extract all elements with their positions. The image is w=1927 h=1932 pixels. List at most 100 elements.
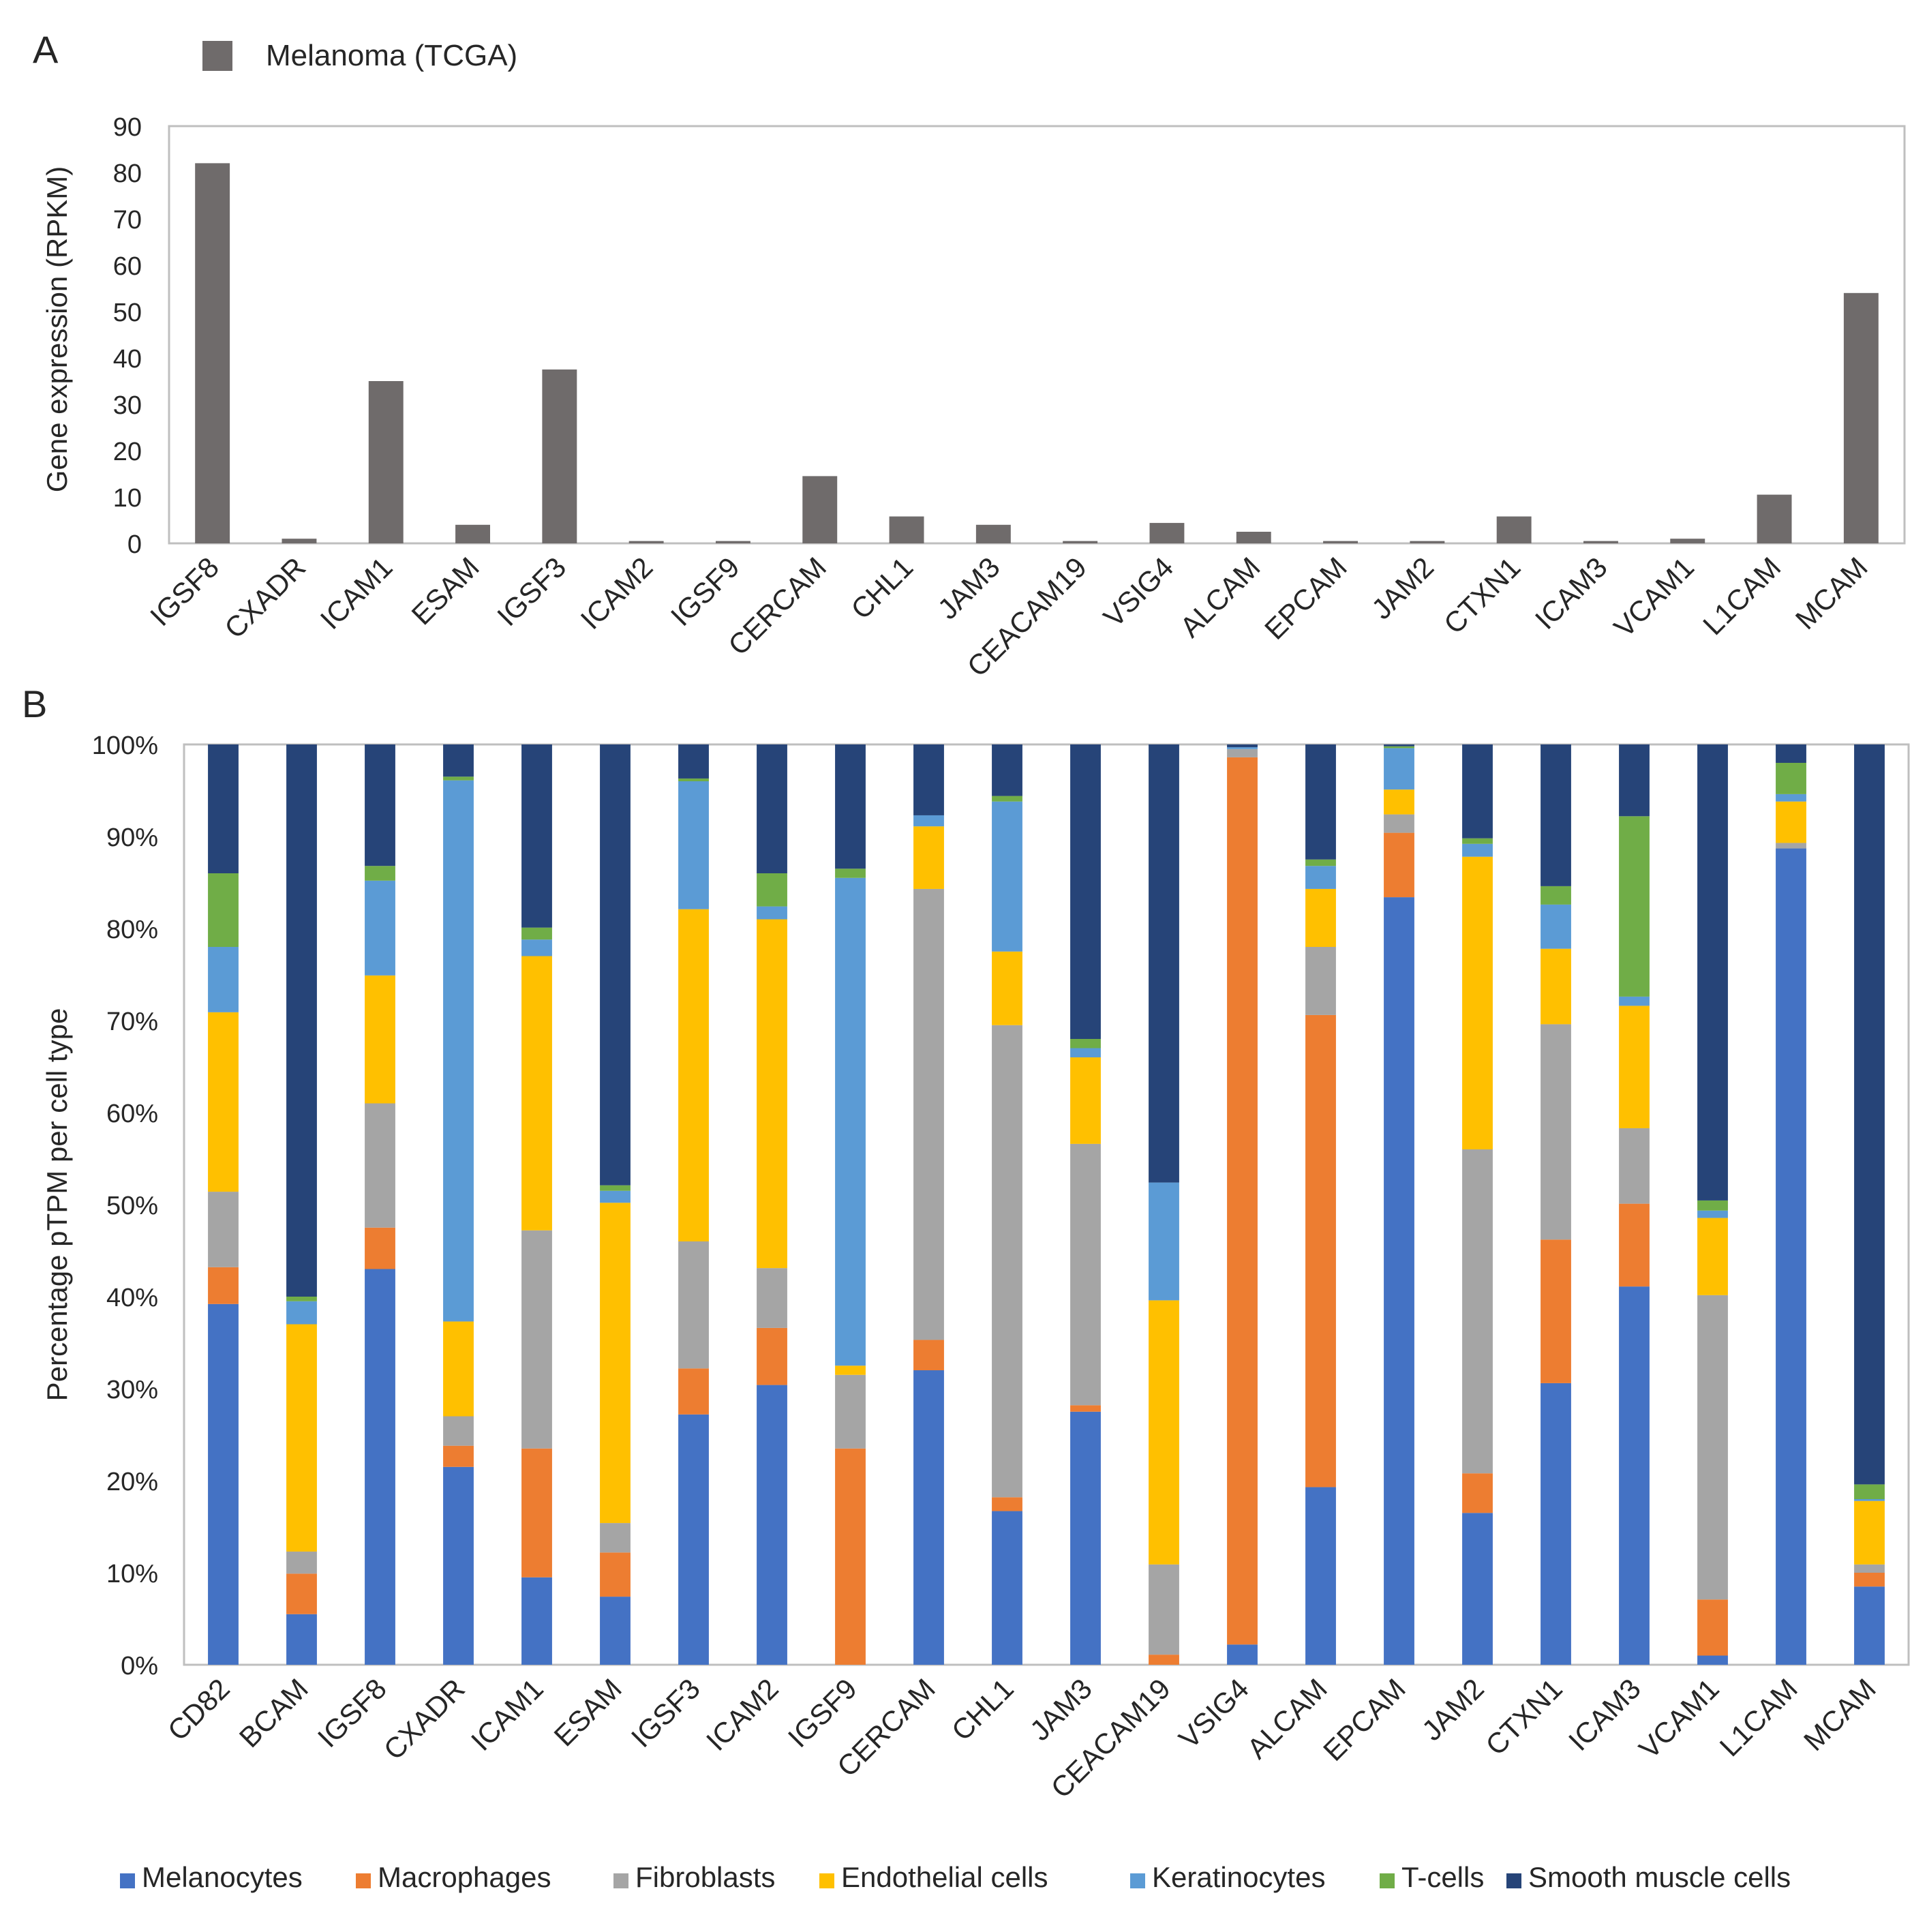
b-segment-icam1-smooth-muscle-cells bbox=[521, 744, 552, 928]
b-segment-esam-endothelial-cells bbox=[600, 1203, 631, 1524]
a-bar-vcam1 bbox=[1670, 539, 1705, 543]
b-segment-cxadr-endothelial-cells bbox=[443, 1321, 474, 1417]
b-legend-label: Endothelial cells bbox=[841, 1861, 1048, 1893]
b-segment-alcam-endothelial-cells bbox=[1305, 888, 1336, 947]
b-segment-bcam-t-cells bbox=[286, 1297, 317, 1301]
b-segment-vsig4-keratinocytes bbox=[1227, 747, 1258, 749]
b-segment-jam2-fibroblasts bbox=[1462, 1149, 1493, 1474]
b-segment-igsf8-macrophages bbox=[365, 1227, 395, 1269]
panel-b-stacked-bars bbox=[208, 744, 1885, 1665]
b-segment-jam3-fibroblasts bbox=[1070, 1143, 1101, 1406]
b-legend-label: Fibroblasts bbox=[635, 1861, 775, 1893]
b-legend-swatch-smooth-muscle-cells bbox=[1506, 1873, 1521, 1888]
b-segment-igsf9-keratinocytes bbox=[835, 877, 866, 1366]
b-segment-igsf8-t-cells bbox=[365, 866, 395, 881]
b-segment-ctxn1-fibroblasts bbox=[1541, 1024, 1571, 1240]
b-y-tick-label: 0% bbox=[121, 1652, 158, 1680]
a-x-tick-label: MCAM bbox=[1789, 551, 1874, 635]
a-x-tick-label: VSIG4 bbox=[1097, 551, 1180, 633]
b-segment-ctxn1-macrophages bbox=[1541, 1239, 1571, 1383]
b-segment-igsf8-melanocytes bbox=[365, 1269, 395, 1665]
panel-a-y-axis-label: Gene expression (RPKM) bbox=[41, 166, 73, 493]
b-segment-jam2-macrophages bbox=[1462, 1473, 1493, 1513]
a-y-tick-label: 0 bbox=[127, 530, 142, 559]
b-x-tick-label: ESAM bbox=[547, 1672, 627, 1752]
b-segment-vsig4-fibroblasts bbox=[1227, 749, 1258, 757]
b-x-tick-label: CTXN1 bbox=[1479, 1672, 1568, 1762]
b-y-tick-label: 60% bbox=[106, 1100, 158, 1128]
panel-b-legend: Melanocytes Macrophages Fibroblasts Endothe… bbox=[120, 1861, 1791, 1893]
b-x-tick-label: CXADR bbox=[378, 1672, 471, 1766]
b-segment-mcam-endothelial-cells bbox=[1854, 1500, 1885, 1565]
b-segment-alcam-macrophages bbox=[1305, 1014, 1336, 1488]
b-segment-cercam-smooth-muscle-cells bbox=[913, 744, 944, 815]
a-x-tick-label: EPCAM bbox=[1258, 551, 1353, 646]
b-segment-esam-macrophages bbox=[600, 1552, 631, 1597]
b-segment-igsf3-t-cells bbox=[678, 778, 709, 781]
b-segment-bcam-fibroblasts bbox=[286, 1551, 317, 1574]
b-segment-icam2-t-cells bbox=[757, 873, 787, 907]
b-segment-esam-melanocytes bbox=[600, 1597, 631, 1665]
b-y-tick-label: 80% bbox=[106, 916, 158, 944]
panel-b-y-axis-label: Percentage pTPM per cell type bbox=[41, 1008, 73, 1402]
b-legend-swatch-keratinocytes bbox=[1130, 1873, 1145, 1888]
b-y-tick-label: 50% bbox=[106, 1192, 158, 1220]
b-x-tick-label: BCAM bbox=[233, 1672, 314, 1753]
b-segment-icam3-macrophages bbox=[1619, 1203, 1650, 1287]
panel-a-legend-label: Melanoma (TCGA) bbox=[266, 39, 517, 72]
b-segment-cd82-smooth-muscle-cells bbox=[208, 744, 239, 873]
b-segment-jam3-keratinocytes bbox=[1070, 1048, 1101, 1057]
b-y-tick-label: 70% bbox=[106, 1008, 158, 1036]
a-bar-epcam bbox=[1323, 541, 1359, 543]
b-x-tick-label: CD82 bbox=[162, 1672, 236, 1747]
a-bar-l1cam bbox=[1757, 494, 1792, 543]
b-segment-jam3-melanocytes bbox=[1070, 1411, 1101, 1665]
b-segment-icam2-smooth-muscle-cells bbox=[757, 744, 787, 873]
a-bar-icam1 bbox=[368, 381, 404, 543]
a-y-tick-label: 10 bbox=[113, 484, 142, 513]
b-segment-ceacam19-keratinocytes bbox=[1149, 1182, 1179, 1301]
a-x-tick-label: ICAM1 bbox=[314, 551, 399, 635]
b-segment-l1cam-smooth-muscle-cells bbox=[1776, 744, 1806, 763]
b-segment-jam3-macrophages bbox=[1070, 1405, 1101, 1412]
b-segment-cxadr-fibroblasts bbox=[443, 1416, 474, 1446]
b-segment-igsf9-t-cells bbox=[835, 869, 866, 878]
a-y-tick-label: 20 bbox=[113, 438, 142, 466]
b-segment-alcam-fibroblasts bbox=[1305, 947, 1336, 1015]
b-segment-vsig4-macrophages bbox=[1227, 757, 1258, 1645]
b-segment-icam2-macrophages bbox=[757, 1327, 787, 1385]
b-segment-igsf3-fibroblasts bbox=[678, 1241, 709, 1369]
b-segment-cercam-melanocytes bbox=[913, 1370, 944, 1665]
a-bar-igsf8 bbox=[195, 163, 230, 543]
b-x-tick-label: JAM2 bbox=[1416, 1672, 1490, 1747]
b-segment-alcam-melanocytes bbox=[1305, 1487, 1336, 1665]
b-segment-vcam1-smooth-muscle-cells bbox=[1697, 744, 1728, 1201]
b-segment-vsig4-melanocytes bbox=[1227, 1644, 1258, 1665]
b-segment-igsf8-keratinocytes bbox=[365, 880, 395, 976]
b-segment-mcam-smooth-muscle-cells bbox=[1854, 744, 1885, 1485]
b-segment-icam2-fibroblasts bbox=[757, 1268, 787, 1328]
b-legend-swatch-endothelial-cells bbox=[819, 1873, 834, 1888]
b-segment-epcam-macrophages bbox=[1384, 832, 1414, 898]
b-segment-vcam1-t-cells bbox=[1697, 1200, 1728, 1211]
b-segment-mcam-fibroblasts bbox=[1854, 1564, 1885, 1573]
panel-a: A Melanoma (TCGA) Gene expression (RPKM)… bbox=[33, 28, 1906, 682]
b-segment-jam3-t-cells bbox=[1070, 1039, 1101, 1048]
b-segment-chl1-melanocytes bbox=[992, 1511, 1022, 1665]
b-segment-vcam1-macrophages bbox=[1697, 1599, 1728, 1656]
b-segment-icam2-melanocytes bbox=[757, 1385, 787, 1665]
b-segment-ctxn1-t-cells bbox=[1541, 886, 1571, 905]
b-x-tick-label: JAM3 bbox=[1024, 1672, 1098, 1747]
b-segment-chl1-keratinocytes bbox=[992, 801, 1022, 952]
b-segment-cxadr-melanocytes bbox=[443, 1466, 474, 1665]
b-x-tick-label: MCAM bbox=[1797, 1672, 1882, 1757]
b-segment-vcam1-endothelial-cells bbox=[1697, 1218, 1728, 1295]
b-segment-bcam-smooth-muscle-cells bbox=[286, 744, 317, 1297]
a-x-tick-label: CXADR bbox=[218, 551, 312, 644]
b-segment-igsf8-fibroblasts bbox=[365, 1103, 395, 1228]
a-x-tick-label: ICAM2 bbox=[575, 551, 659, 635]
b-segment-icam3-t-cells bbox=[1619, 816, 1650, 997]
a-x-tick-label: IGSF3 bbox=[491, 551, 572, 632]
b-segment-icam1-endothelial-cells bbox=[521, 956, 552, 1231]
a-y-tick-label: 80 bbox=[113, 160, 142, 188]
